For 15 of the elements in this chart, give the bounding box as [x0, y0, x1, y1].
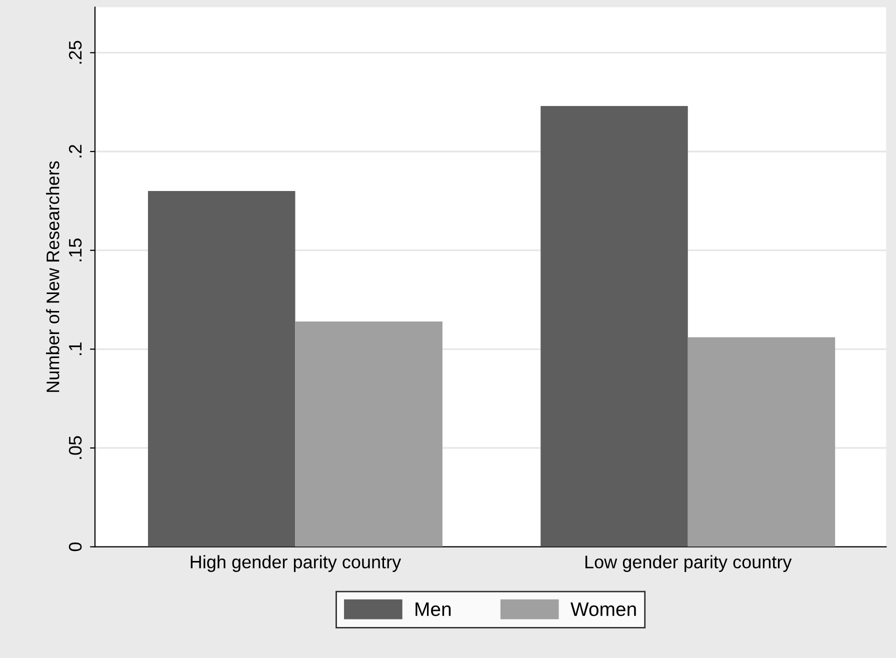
x-tick-label: High gender parity country: [190, 555, 402, 572]
x-tick-label: Low gender parity country: [585, 555, 792, 572]
legend-label: Women: [570, 602, 636, 616]
bar: [688, 337, 836, 547]
y-tick-label: .25: [68, 40, 82, 64]
legend-label: Men: [416, 602, 451, 616]
y-tick-label: .15: [69, 238, 82, 262]
bar: [148, 191, 296, 547]
bar: [540, 106, 688, 547]
bar: [295, 321, 442, 547]
y-tick-label: 0: [68, 542, 82, 552]
y-tick-label: .1: [69, 342, 82, 356]
y-tick-label: .05: [68, 436, 82, 459]
y-tick-label: .2: [68, 144, 82, 158]
y-axis-title: Number of New Researchers: [46, 161, 60, 392]
